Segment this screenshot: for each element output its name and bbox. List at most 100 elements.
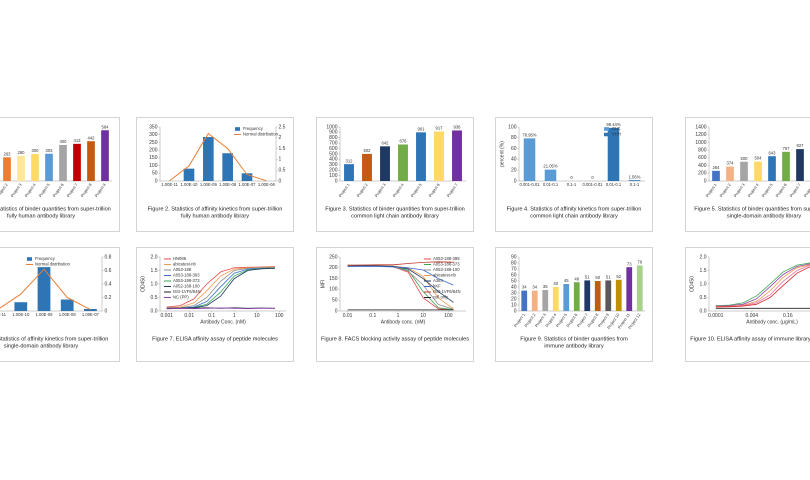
data-label: 564 (102, 124, 110, 129)
data-label: 45 (564, 278, 569, 283)
line (347, 265, 454, 286)
x-tick-label: 1.00E-08 (219, 182, 237, 187)
data-label: 78.95% (522, 132, 536, 137)
data-label: 98.44% (606, 122, 620, 127)
data-label: 76 (637, 260, 642, 265)
data-label: 34 (522, 285, 527, 290)
y-tick-label: 500 (329, 151, 338, 157)
bar (573, 282, 580, 311)
x-tick-label: Project 8 (803, 182, 810, 198)
y-tick-label: 0 (514, 178, 517, 184)
y-tick-label: 0.5 (700, 295, 707, 301)
line (166, 307, 275, 310)
legend-label: Normal distribution (35, 262, 71, 267)
card: 05010015020025030035000.511.522.51.00E-1… (136, 117, 294, 232)
y-tick-label: 1200 (695, 132, 706, 138)
bar (452, 130, 462, 181)
card: 0 20 40 60 80 100 percent (%) 0.001-0.01 78.95% 0… (495, 117, 653, 232)
bar (59, 145, 67, 181)
card: 0 50 100 150 200 250 MFI 0.01 0.1 1 10 100 Antibody … (316, 247, 474, 362)
y2-tick-label: 0 (105, 308, 108, 314)
y-tick-label: 900 (329, 130, 338, 136)
y-tick-label: 80 (511, 260, 517, 266)
x-tick-label: 0.01-0.1 (543, 182, 559, 187)
x-axis-label: Antibody Conc. (nM) (200, 319, 246, 325)
bar (344, 164, 354, 181)
card: 0.00.51.01.52.0OD4500.00010.0040.166.4An… (685, 247, 810, 362)
legend-label: A384 (433, 278, 443, 283)
bar (796, 149, 804, 181)
y2-tick-label: 1 (279, 157, 282, 163)
y-axis-label: percent (%) (499, 141, 505, 167)
y-tick-label: 10 (511, 302, 517, 308)
bar (84, 308, 97, 311)
x-tick-label: 10 (420, 313, 426, 319)
data-label: 502 (364, 148, 372, 153)
x-tick-label: 1.00E-09 (36, 312, 54, 317)
x-tick-label: 0.01-0.1 (606, 182, 622, 187)
data-label: 504 (755, 156, 763, 161)
y-tick-label: 0 (514, 308, 517, 314)
line (715, 263, 810, 307)
data-label: 0 (570, 175, 573, 180)
data-label: 52 (616, 274, 621, 279)
line (0, 268, 91, 311)
caption: Figure 2. Statistics of affinity kinetic… (148, 206, 283, 212)
line (715, 266, 810, 308)
bar (563, 284, 570, 311)
bar (552, 287, 559, 311)
x-tick-label: 100 (275, 313, 284, 319)
y-tick-label: 100 (149, 163, 158, 169)
bar (636, 265, 643, 311)
y-tick-label: 0.5 (151, 295, 158, 301)
x-tick-label: 1 (233, 313, 236, 319)
bar (60, 299, 74, 311)
y-tick-label: 0 (335, 308, 338, 314)
data-label: 500 (741, 156, 749, 161)
y-tick-label: 40 (511, 157, 517, 163)
bar (380, 146, 390, 181)
y-tick-label: 80 (511, 135, 517, 141)
x-tick-label: 100 (444, 313, 453, 319)
y-tick-label: 100 (508, 124, 517, 130)
data-label: 264 (713, 165, 721, 170)
y-tick-label: 1000 (695, 140, 706, 146)
legend-label: abicatest-nb (173, 262, 196, 267)
y2-tick-label: 0.8 (105, 254, 112, 260)
y-tick-label: 20 (511, 296, 517, 302)
data-label: 757 (783, 146, 791, 151)
x-tick-label: 1 (397, 313, 400, 319)
bar (241, 173, 253, 181)
bar (531, 290, 538, 311)
caption: fully human antibody library (7, 213, 75, 219)
x-tick-label: 10 (254, 313, 260, 319)
x-tick-label: 1.00E-09 (200, 182, 218, 187)
y-tick-label: 50 (511, 278, 517, 284)
y-tick-label: 400 (698, 163, 707, 169)
y-tick-label: 1.5 (700, 268, 707, 274)
legend-label: cell only (433, 295, 449, 300)
caption: common light chain antibody library (530, 213, 618, 219)
legend-label: Frequency (35, 256, 56, 261)
legend-label: A053-188-373 (173, 278, 200, 283)
y-tick-label: 700 (329, 141, 338, 147)
card-border (136, 117, 294, 232)
y-tick-label: 50 (332, 298, 338, 304)
y-tick-label: 60 (511, 146, 517, 152)
bar (222, 153, 233, 181)
bar (626, 267, 633, 311)
caption: immune antibody library (544, 343, 604, 349)
caption: Figure 7. ELISA affinity assay of peptid… (152, 336, 278, 342)
y2-tick-label: 0.5 (279, 168, 286, 174)
data-label: 40 (553, 281, 558, 286)
legend-label: VHH (612, 132, 621, 137)
bar (754, 161, 762, 181)
card: 0.0 0.5 1.0 1.5 2.0 OD450 0.001 0.01 0.1 1 10 100 An… (136, 247, 294, 362)
legend-label: A053-188-100 (433, 267, 460, 272)
x-tick-label: 0.1 (208, 313, 215, 319)
data-label: 35 (543, 284, 548, 289)
bar (17, 155, 25, 181)
legend-label: ISO-1VF6/84N (433, 289, 460, 294)
